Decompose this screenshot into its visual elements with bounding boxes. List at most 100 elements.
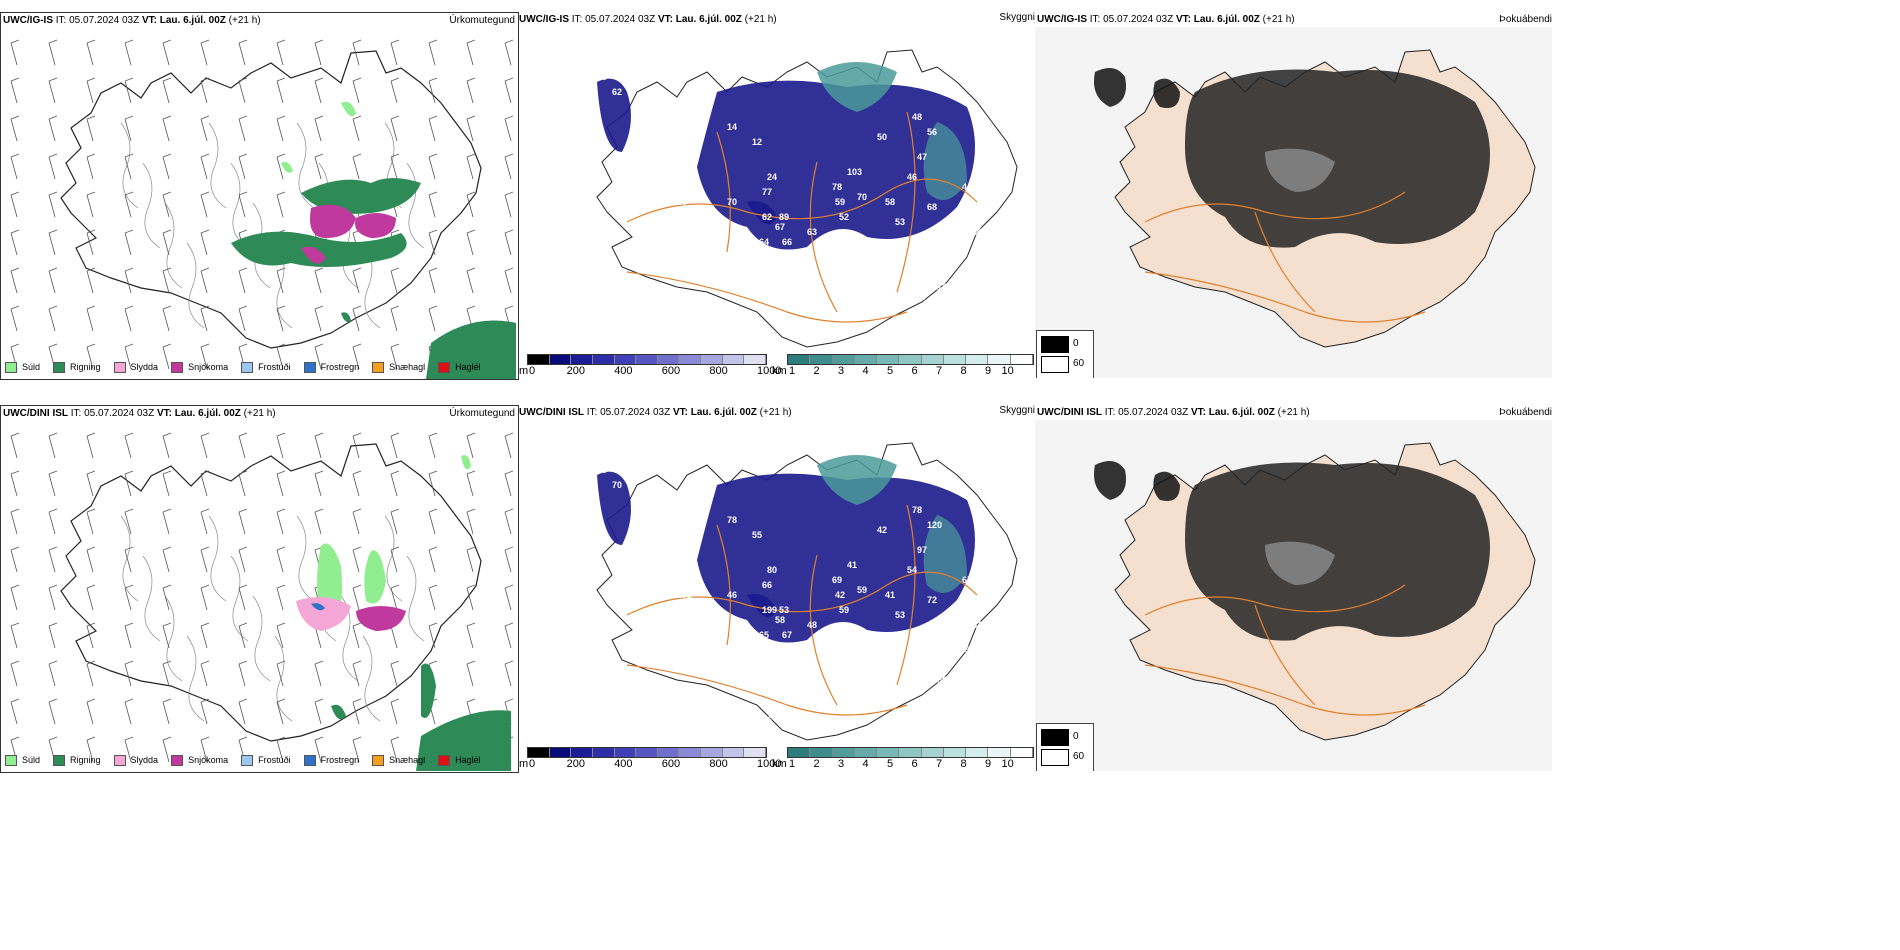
cloud-base-label: 59 bbox=[835, 197, 846, 207]
precip-legend: Súld Rigning Slydda Snjókoma Frostúði Frostre… bbox=[5, 751, 494, 769]
cloud-base-label: 67 bbox=[927, 242, 938, 252]
fog-legend-label: 60 bbox=[1073, 358, 1085, 369]
legend-swatch bbox=[5, 754, 17, 766]
cloud-base-label: 89 bbox=[862, 257, 873, 267]
cloud-base-label: 10 bbox=[597, 72, 608, 82]
vis-tick: 10 bbox=[1001, 758, 1014, 770]
legend-label: Rigning bbox=[70, 755, 101, 765]
cloud-base-label: 24 bbox=[767, 172, 778, 182]
cloud-panel-1: UWC/IG-IS IT: 05.07.2024 03Z VT: Lau. 6.… bbox=[517, 12, 1035, 378]
cloud-base-label: 112 bbox=[972, 172, 987, 182]
legend-label: Snjókoma bbox=[188, 755, 229, 765]
vis-tick: 9 bbox=[985, 758, 992, 770]
panel-header: UWC/DINI ISL IT: 05.07.2024 03Z VT: Lau.… bbox=[1037, 407, 1310, 418]
cloud-base-label: 41 bbox=[885, 590, 896, 600]
legend-item: Haglél bbox=[438, 361, 481, 373]
legend-label: Haglél bbox=[455, 755, 481, 765]
cloud-tick: 600 bbox=[661, 758, 681, 770]
cloud-base-label: 66 bbox=[647, 515, 658, 525]
cloud-base-label: 53 bbox=[895, 217, 906, 227]
legend-item: Rigning bbox=[53, 754, 101, 766]
legend-label: Snæhagl bbox=[389, 755, 426, 765]
cloud-base-label: 58 bbox=[885, 197, 896, 207]
cloud-base-label: 46 bbox=[727, 590, 738, 600]
cloud-base-label: 40 bbox=[972, 227, 983, 237]
cloud-base-label: 31 bbox=[977, 207, 988, 217]
legend-swatch bbox=[113, 361, 126, 373]
legend-swatch bbox=[241, 361, 254, 373]
cloud-base-label: 65 bbox=[759, 630, 770, 640]
cloud-base-label: 120 bbox=[927, 520, 943, 530]
colorbars: m 0 200 400 600 800 1000 km 1 2 3 4 5 6 7 8 9 10 bbox=[517, 747, 1035, 771]
cloud-base-label: 89 bbox=[779, 212, 790, 222]
cloud-base-label: 67 bbox=[775, 222, 786, 232]
cloud-base-label: 78 bbox=[832, 182, 843, 192]
fog-legend-label: 60 bbox=[1073, 751, 1085, 762]
cloud-base-label: 5 bbox=[817, 292, 823, 302]
panel-header: UWC/DINI ISL IT: 05.07.2024 03Z VT: Lau.… bbox=[3, 408, 276, 419]
cloud-base-label: 46 bbox=[907, 172, 918, 182]
vis-tick: 8 bbox=[960, 365, 967, 377]
vis-tick: 5 bbox=[887, 758, 894, 770]
cloud-base-label: 10 bbox=[597, 465, 608, 475]
legend-label: Slydda bbox=[130, 362, 159, 372]
legend-swatch bbox=[438, 361, 451, 373]
cloud-title: Skyggni bbox=[999, 405, 1035, 416]
cloud-base-label: 48 bbox=[807, 620, 818, 630]
fog-map-1 bbox=[1035, 27, 1552, 378]
panel-header: UWC/IG-IS IT: 05.07.2024 03Z VT: Lau. 6.… bbox=[519, 14, 777, 25]
cloud-base-label: 33 bbox=[827, 312, 838, 322]
precip-title: Úrkomutegund bbox=[449, 15, 515, 26]
cloud-base-label: 59 bbox=[857, 585, 868, 595]
precip-title: Úrkomutegund bbox=[449, 408, 515, 419]
cloud-base-label: 13 bbox=[802, 272, 813, 282]
cloud-base-label: 127 bbox=[937, 282, 953, 292]
cloud-base-label: 58 bbox=[775, 615, 786, 625]
legend-swatch bbox=[303, 361, 316, 373]
cloud-base-label: 42 bbox=[877, 525, 888, 535]
cloud-base-label: 141 bbox=[967, 620, 983, 630]
cloud-base-label: 59 bbox=[677, 197, 688, 207]
cloud-base-label: 49 bbox=[697, 262, 708, 272]
cloud-base-label: 117 bbox=[912, 685, 927, 695]
cloud-base-label: 75 bbox=[987, 187, 998, 197]
cloud-base-label: 62 bbox=[927, 635, 938, 645]
cloud-tick: 400 bbox=[614, 758, 633, 770]
cloud-base-label: 51 bbox=[717, 277, 728, 287]
legend-item: Snjókoma bbox=[171, 754, 229, 766]
cloud-base-label: 45 bbox=[757, 322, 768, 332]
legend-swatch bbox=[372, 754, 385, 766]
cloud-base-label: 83 bbox=[972, 620, 983, 630]
vis-tick: 7 bbox=[936, 365, 943, 377]
legend-swatch bbox=[113, 754, 126, 766]
cloud-base-label: 99 bbox=[942, 615, 953, 625]
cloud-colorbar bbox=[527, 747, 767, 758]
cloud-base-label: 97 bbox=[917, 545, 928, 555]
cloud-base-label: 41 bbox=[847, 560, 858, 570]
vis-colorbar bbox=[787, 354, 1034, 365]
cloud-base-label: 59 bbox=[942, 222, 953, 232]
cloud-colorbar bbox=[527, 354, 767, 365]
cloud-base-label: 12 bbox=[752, 137, 763, 147]
legend-swatch bbox=[303, 754, 316, 766]
vis-tick: 4 bbox=[862, 758, 869, 770]
cloud-base-label: 72 bbox=[927, 595, 938, 605]
cloud-base-label: 199 bbox=[762, 605, 778, 615]
cloud-base-label: 74 bbox=[647, 565, 658, 575]
panel-header: UWC/IG-IS IT: 05.07.2024 03Z VT: Lau. 6.… bbox=[1037, 14, 1295, 25]
legend-label: Frostregn bbox=[320, 362, 360, 372]
legend-item: Frostregn bbox=[303, 754, 359, 766]
legend-item: Súld bbox=[5, 754, 41, 766]
legend-item: Frostúði bbox=[241, 754, 291, 766]
cloud-base-label: 106 bbox=[757, 715, 773, 725]
cloud-base-label: 66 bbox=[762, 580, 773, 590]
cloud-base-label: 102 bbox=[677, 590, 693, 600]
legend-label: Snæhagl bbox=[389, 362, 426, 372]
legend-label: Súld bbox=[22, 755, 41, 765]
cloud-base-label: 61 bbox=[847, 635, 858, 645]
fog-swatch bbox=[1041, 356, 1069, 373]
cloud-tick: 800 bbox=[709, 758, 728, 770]
vis-tick: 3 bbox=[838, 758, 845, 770]
fog-panel-2: UWC/DINI ISL IT: 05.07.2024 03Z VT: Lau.… bbox=[1035, 405, 1552, 771]
cloud-base-label: 70 bbox=[612, 480, 623, 490]
